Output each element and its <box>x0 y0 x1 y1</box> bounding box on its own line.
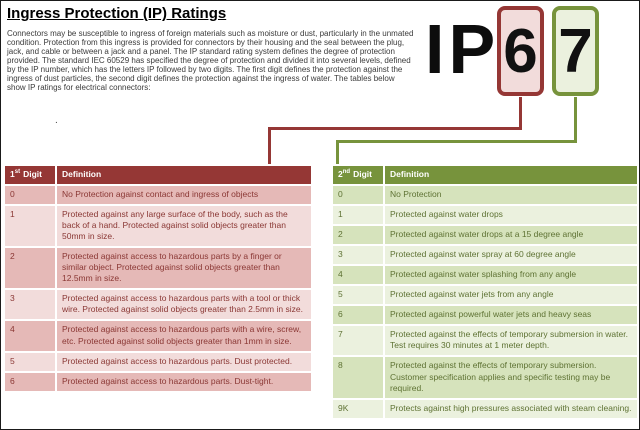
table-row: 4 Protected against access to hazardous … <box>3 319 313 353</box>
digit-cell: 9K <box>331 397 385 420</box>
definition-cell: Protected against water drops <box>383 204 639 227</box>
table-row: 7 Protected against the effects of tempo… <box>331 324 639 358</box>
header-ordinal-suffix: st <box>14 169 21 176</box>
definition-cell: Protected against access to hazardous pa… <box>55 370 313 393</box>
first-digit-table: 1st Digit Definition 0 No Protection agai… <box>3 163 313 393</box>
definition-cell: Protected against powerful water jets an… <box>383 304 639 327</box>
table-row: 0 No Protection against contact and ingr… <box>3 184 313 207</box>
header-word: Digit <box>353 169 372 179</box>
digit-cell: 8 <box>331 355 385 400</box>
table-row: 9K Protects against high pressures assoc… <box>331 397 639 420</box>
header-number: 1 <box>10 169 15 179</box>
definition-cell: Protects against high pressures associat… <box>383 397 639 420</box>
definition-cell: Protected against access to hazardous pa… <box>55 350 313 373</box>
header-ordinal-suffix: nd <box>342 169 351 176</box>
table-row: 6 Protected against powerful water jets … <box>331 304 639 327</box>
digit-cell: 6 <box>331 304 385 327</box>
digit-cell: 4 <box>3 319 57 353</box>
table-row: 0 No Protection <box>331 184 639 207</box>
definition-cell: Protected against access to hazardous pa… <box>55 246 313 291</box>
green-connector-line-vertical-top <box>574 97 577 143</box>
definition-cell: Protected against access to hazardous pa… <box>55 319 313 353</box>
digit-cell: 5 <box>331 284 385 307</box>
digit-cell: 3 <box>331 244 385 267</box>
first-table-header-row: 1st Digit Definition <box>3 163 313 187</box>
definition-column-header: Definition <box>55 163 313 187</box>
table-row: 3 Protected against access to hazardous … <box>3 288 313 322</box>
table-row: 1 Protected against any large surface of… <box>3 204 313 249</box>
definition-cell: Protected against water spray at 60 degr… <box>383 244 639 267</box>
definition-cell: Protected against the effects of tempora… <box>383 324 639 358</box>
table-row: 1 Protected against water drops <box>331 204 639 227</box>
definition-cell: Protected against the effects of tempora… <box>383 355 639 400</box>
table-row: 3 Protected against water spray at 60 de… <box>331 244 639 267</box>
table-row: 2 Protected against access to hazardous … <box>3 246 313 291</box>
second-digit-column-header: 2nd Digit <box>331 163 385 187</box>
intro-paragraph: Connectors may be susceptible to ingress… <box>7 29 414 92</box>
digit-cell: 7 <box>331 324 385 358</box>
definition-column-header: Definition <box>383 163 639 187</box>
table-row: 8 Protected against the effects of tempo… <box>331 355 639 400</box>
digit-cell: 2 <box>3 246 57 291</box>
header-number: 2 <box>338 169 343 179</box>
table-row: 5 Protected against access to hazardous … <box>3 350 313 373</box>
digit-cell: 2 <box>331 224 385 247</box>
second-digit-box: 7 <box>552 6 599 96</box>
red-connector-line-horizontal <box>268 127 522 130</box>
second-digit-value: 7 <box>558 16 593 86</box>
digit-cell: 6 <box>3 370 57 393</box>
digit-cell: 1 <box>331 204 385 227</box>
green-connector-line-vertical-bottom <box>336 140 339 164</box>
stray-mark: . <box>55 115 58 126</box>
page-title: Ingress Protection (IP) Ratings <box>7 5 227 22</box>
first-digit-value: 6 <box>503 16 538 86</box>
red-connector-line-vertical-bottom <box>268 127 271 164</box>
table-row: 6 Protected against access to hazardous … <box>3 370 313 393</box>
definition-cell: Protected against water drops at a 15 de… <box>383 224 639 247</box>
definition-cell: No Protection <box>383 184 639 207</box>
definition-cell: Protected against access to hazardous pa… <box>55 288 313 322</box>
table-row: 5 Protected against water jets from any … <box>331 284 639 307</box>
definition-cell: Protected against any large surface of t… <box>55 204 313 249</box>
second-table-header-row: 2nd Digit Definition <box>331 163 639 187</box>
digit-cell: 5 <box>3 350 57 373</box>
ip-letters: IP <box>425 10 500 88</box>
digit-cell: 0 <box>331 184 385 207</box>
definition-cell: No Protection against contact and ingres… <box>55 184 313 207</box>
digit-cell: 1 <box>3 204 57 249</box>
definition-cell: Protected against water splashing from a… <box>383 264 639 287</box>
definition-cell: Protected against water jets from any an… <box>383 284 639 307</box>
first-digit-box: 6 <box>497 6 544 96</box>
table-row: 2 Protected against water drops at a 15 … <box>331 224 639 247</box>
digit-cell: 0 <box>3 184 57 207</box>
table-row: 4 Protected against water splashing from… <box>331 264 639 287</box>
first-digit-column-header: 1st Digit <box>3 163 57 187</box>
digit-cell: 3 <box>3 288 57 322</box>
red-connector-line-vertical-top <box>519 97 522 129</box>
green-connector-line-horizontal <box>336 140 577 143</box>
header-word: Digit <box>23 169 42 179</box>
digit-cell: 4 <box>331 264 385 287</box>
second-digit-table: 2nd Digit Definition 0 No Protection 1 Pr… <box>331 163 639 420</box>
